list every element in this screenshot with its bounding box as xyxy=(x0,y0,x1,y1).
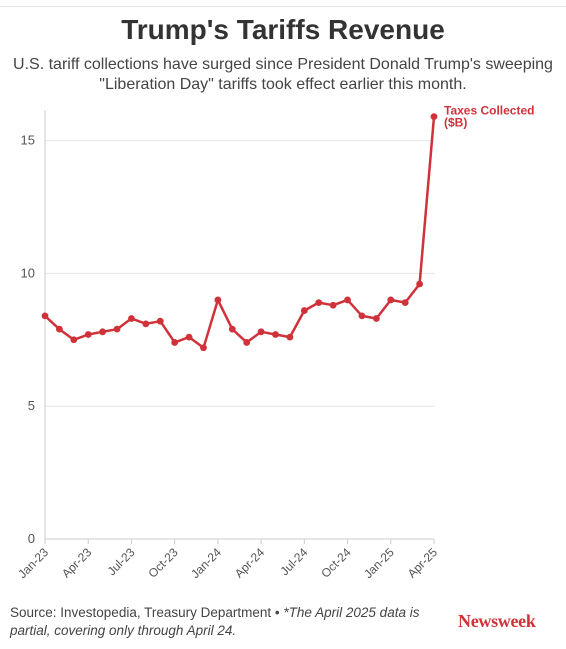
data-point xyxy=(372,315,380,322)
data-point xyxy=(41,312,49,320)
data-point xyxy=(214,296,222,304)
data-point xyxy=(315,299,323,306)
source-text: Source: Investopedia, Treasury Departmen… xyxy=(10,605,284,620)
data-point xyxy=(113,325,121,333)
x-tick-label: Jan-23 xyxy=(15,545,51,581)
top-rule xyxy=(0,6,566,7)
data-point xyxy=(286,333,294,341)
data-point xyxy=(156,317,164,325)
data-point xyxy=(329,301,337,309)
newsweek-logo: Newsweek xyxy=(458,611,536,631)
x-tick-label: Apr-23 xyxy=(59,545,95,581)
x-tick-label: Oct-24 xyxy=(318,545,354,581)
data-point xyxy=(228,325,236,333)
x-tick-label: Apr-25 xyxy=(405,545,441,581)
data-point xyxy=(430,113,438,121)
y-tick-label: 0 xyxy=(28,531,35,546)
data-point xyxy=(171,339,179,346)
footer: Source: Investopedia, Treasury Departmen… xyxy=(10,604,450,640)
x-tick-label: Jul-23 xyxy=(105,545,138,578)
data-point xyxy=(142,320,150,328)
x-tick-label: Jan-25 xyxy=(361,545,397,581)
data-point xyxy=(70,336,78,344)
data-point xyxy=(300,307,308,314)
series-line xyxy=(44,116,436,350)
data-point xyxy=(200,344,207,352)
data-point xyxy=(358,312,366,320)
data-point xyxy=(257,328,265,336)
y-tick-label: 10 xyxy=(21,265,35,280)
data-point xyxy=(185,333,193,341)
data-point xyxy=(128,315,135,322)
data-point xyxy=(344,296,351,304)
data-point xyxy=(401,299,409,306)
data-point xyxy=(387,296,395,304)
footnote-text: *The April 2025 data is partial, coverin… xyxy=(10,605,420,638)
data-point xyxy=(99,328,107,336)
x-tick-label: Oct-23 xyxy=(145,545,181,581)
chart-title: Trump's Tariffs Revenue xyxy=(121,14,445,45)
data-point xyxy=(56,325,63,333)
series-label: Taxes Collected xyxy=(444,104,534,118)
data-point xyxy=(272,331,279,338)
data-point xyxy=(243,339,251,346)
y-tick-label: 5 xyxy=(28,398,35,413)
x-tick-label: Jan-24 xyxy=(188,545,224,581)
series-label: ($B) xyxy=(444,116,467,130)
x-tick-label: Apr-24 xyxy=(232,545,268,581)
y-tick-label: 15 xyxy=(21,133,35,148)
data-point xyxy=(416,280,423,288)
x-tick-label: Jul-24 xyxy=(277,545,310,578)
chart-subtitle: U.S. tariff collections have surged sinc… xyxy=(13,56,553,93)
data-point xyxy=(84,331,92,338)
